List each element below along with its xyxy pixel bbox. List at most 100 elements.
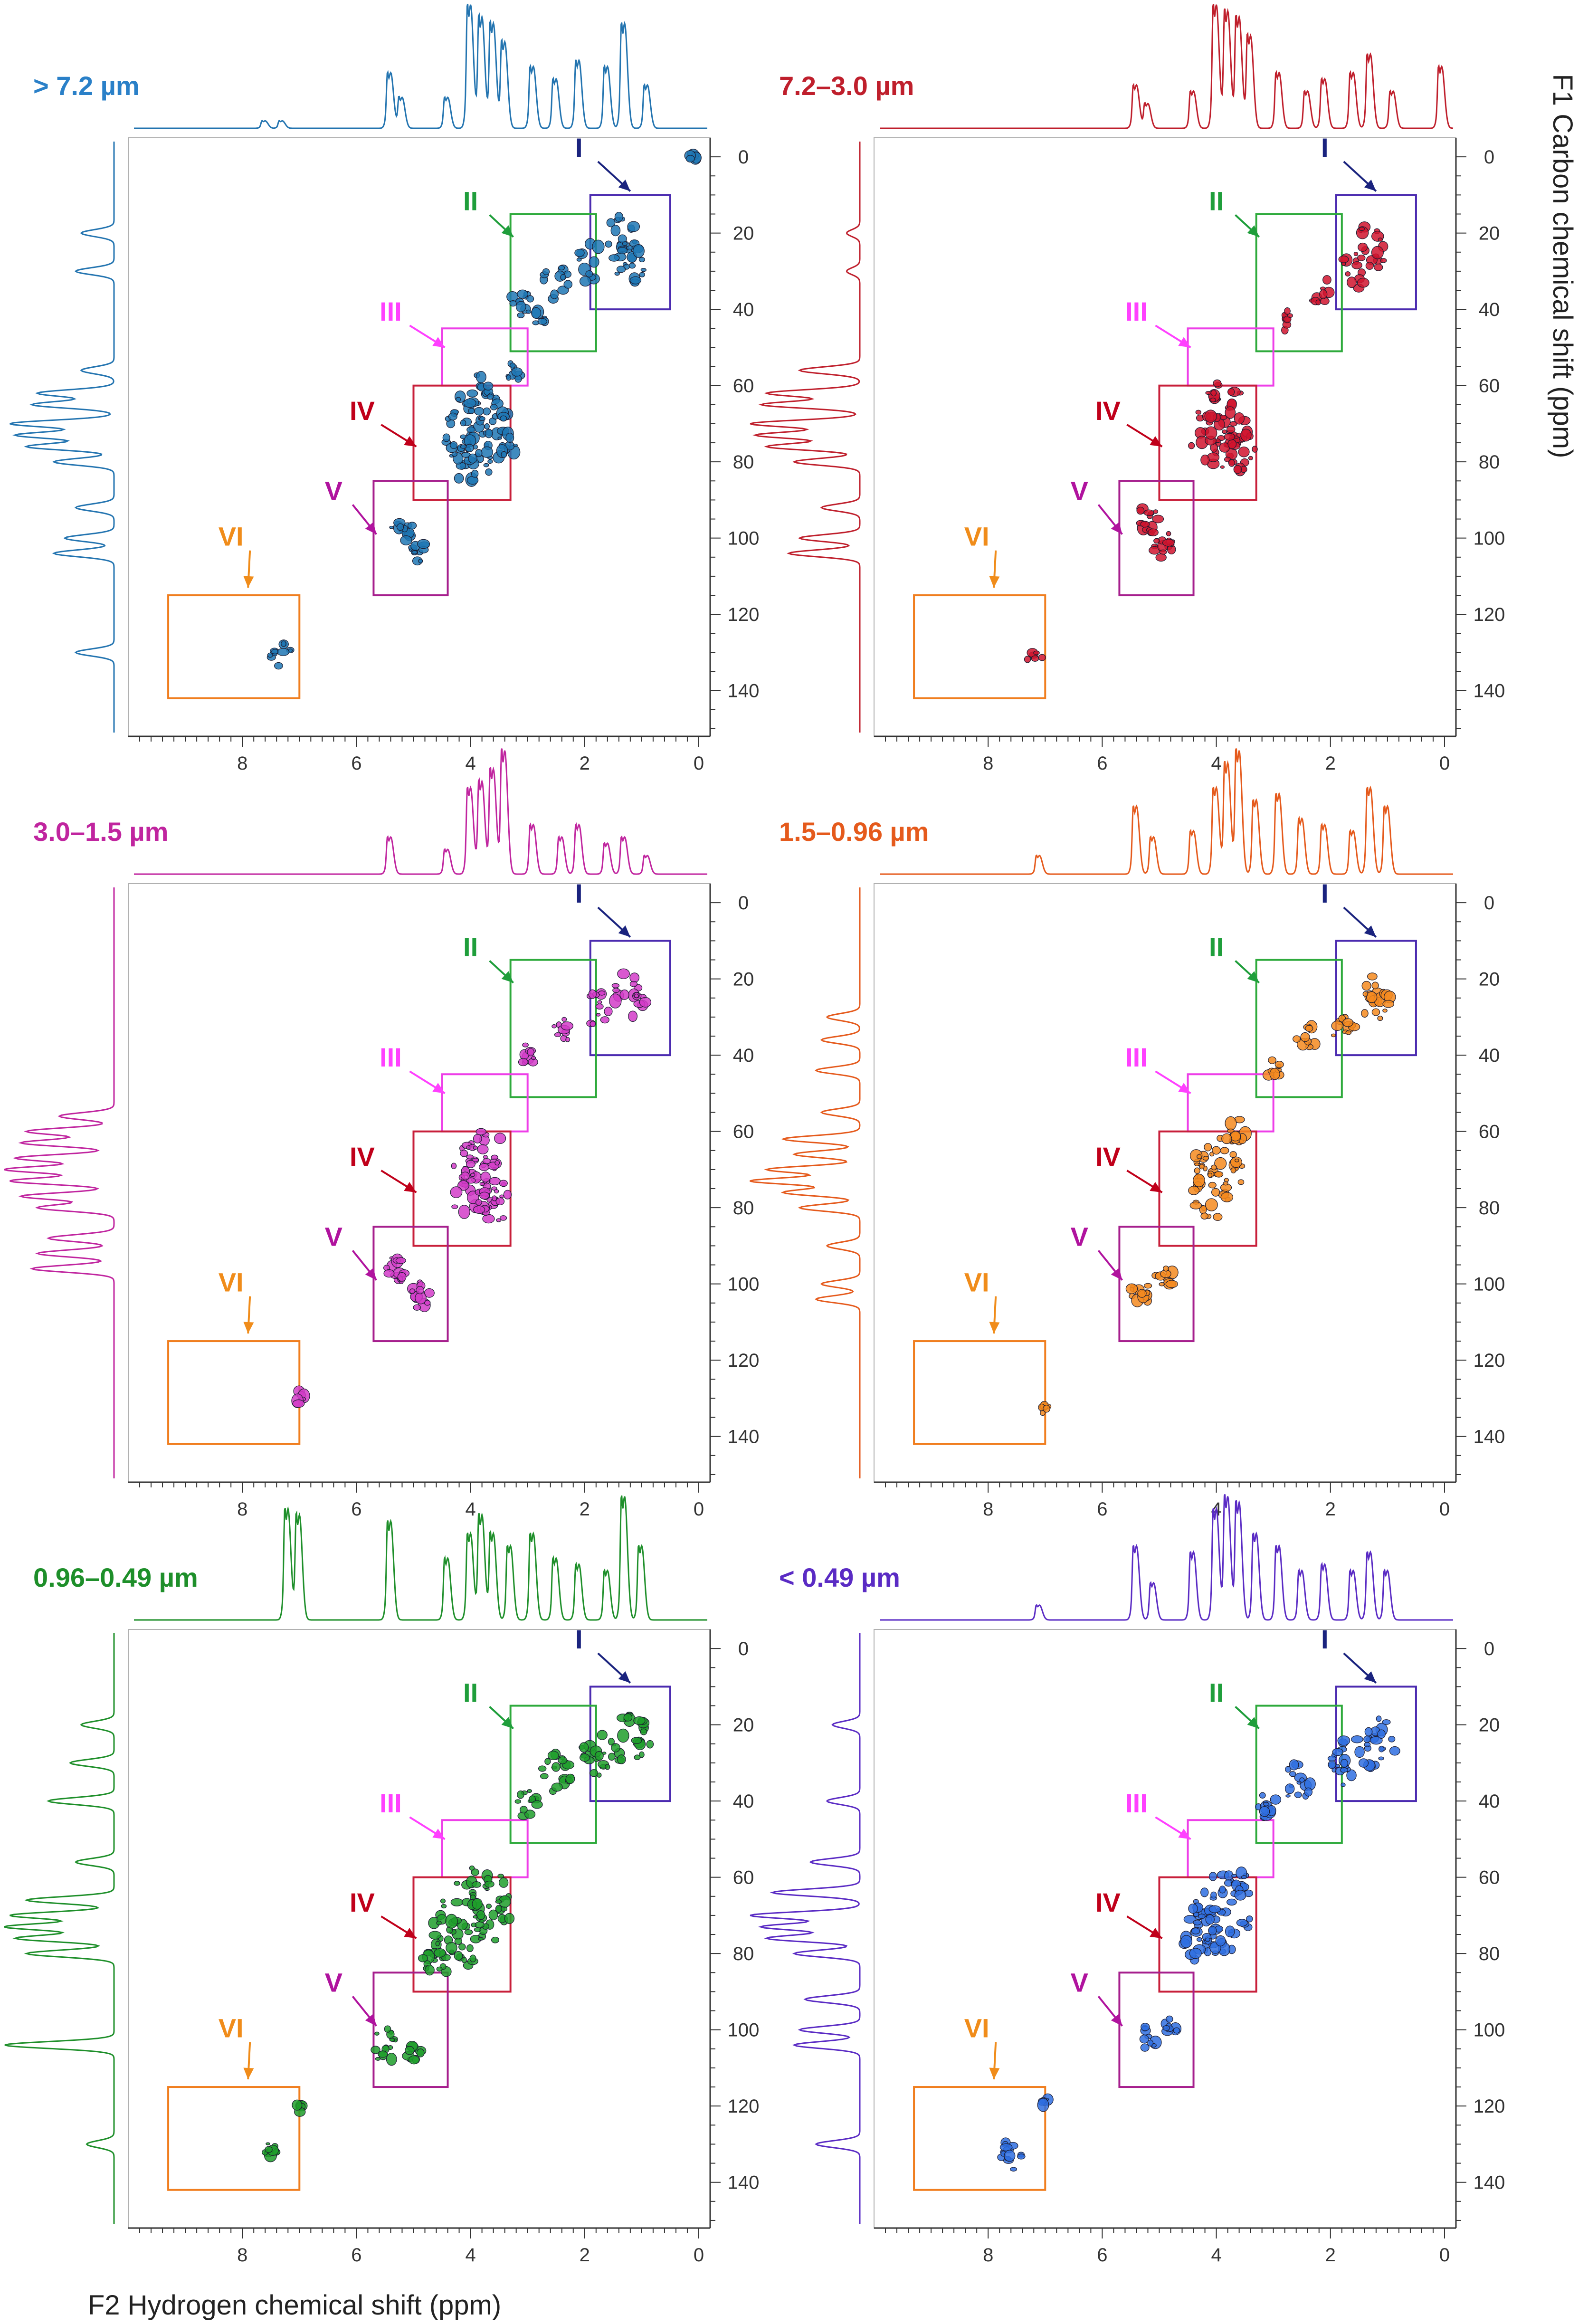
panel-5: 0.96–0.49 µm8 6 4 2 0020406080100120140IIIII… (4, 1495, 759, 2266)
cross-peak (494, 1133, 506, 1144)
cross-peak (1163, 1266, 1169, 1272)
region-label-III: III (380, 1042, 402, 1072)
cross-peak (1152, 514, 1164, 524)
x-tick-label: 8 (237, 1499, 247, 1520)
y-tick-label: 60 (1479, 376, 1500, 397)
cross-peak (1341, 1782, 1346, 1787)
cross-peak (626, 245, 634, 251)
cross-peak (1153, 538, 1160, 544)
y-tick-label: 60 (1479, 1867, 1500, 1888)
panel-title: 0.96–0.49 µm (33, 1562, 198, 1592)
cross-peak (640, 267, 647, 272)
cross-peak (633, 244, 645, 258)
cross-peak (281, 640, 286, 647)
cross-peak (1357, 277, 1369, 288)
cross-peak (442, 433, 450, 442)
cross-peak (495, 1197, 505, 1205)
region-label-VI: VI (219, 2013, 244, 2043)
y-tick-label: 140 (728, 2172, 760, 2193)
region-arrowhead-VI (989, 576, 1000, 588)
cross-peak (1248, 456, 1254, 460)
cross-peak (1377, 1015, 1383, 1021)
cross-peak (1228, 459, 1235, 467)
plot-frame (874, 883, 1456, 1483)
region-label-II: II (463, 186, 478, 216)
cross-peak (544, 1758, 551, 1765)
cross-peak (1143, 1283, 1152, 1289)
region-arrowhead-II (501, 1717, 513, 1729)
cross-peak (1140, 2043, 1150, 2052)
cross-peak (617, 247, 628, 254)
cross-peak (646, 1740, 654, 1749)
cross-peak (517, 1790, 524, 1799)
region-arrowhead-I (1364, 925, 1376, 937)
cross-peak (495, 1899, 502, 1904)
region-label-II: II (1209, 186, 1224, 216)
cross-peak (1193, 1173, 1205, 1187)
cross-peak (631, 1737, 642, 1744)
cross-peak (531, 1800, 543, 1809)
cross-peak (558, 1756, 568, 1764)
y-tick-label: 40 (1479, 1045, 1500, 1066)
cross-peak (1233, 465, 1242, 474)
cross-peak (1289, 1759, 1299, 1771)
cross-peak (471, 469, 479, 478)
cross-peak (517, 289, 528, 299)
cross-peak (1031, 655, 1039, 662)
y-tick-label: 20 (733, 1715, 754, 1736)
h-projection-spectrum (880, 3, 1454, 129)
cross-peak (1373, 263, 1383, 271)
cross-peak (1327, 1755, 1336, 1762)
region-box-VI (167, 2086, 301, 2191)
cross-peak (397, 1272, 407, 1282)
region-box-I (1335, 940, 1417, 1057)
y-tick-label: 140 (1474, 2172, 1505, 2193)
cross-peak (590, 1020, 596, 1027)
cross-peak (1315, 299, 1321, 305)
cross-peak (479, 416, 485, 421)
cross-peak (1270, 1794, 1282, 1805)
cross-peak (499, 1194, 504, 1198)
cross-peak (469, 1954, 476, 1962)
cross-peak (588, 989, 597, 999)
region-label-IV: IV (1095, 1142, 1121, 1172)
cross-peak (1191, 1927, 1200, 1934)
x-tick-label: 4 (1211, 753, 1221, 774)
cross-peak (292, 1399, 305, 1408)
cross-peak (491, 1154, 498, 1160)
cross-peak (471, 1868, 479, 1876)
cross-peak (497, 1874, 504, 1879)
y-tick-label: 140 (728, 681, 760, 702)
cross-peak (416, 2048, 425, 2057)
cross-peak (531, 1056, 536, 1060)
cross-peak (408, 2055, 420, 2065)
cross-peak (1227, 1898, 1237, 1906)
cross-peak (1342, 1018, 1353, 1027)
y-tick-label: 0 (738, 1638, 749, 1659)
cross-peak (1252, 446, 1258, 453)
region-arrowhead-V (365, 2014, 377, 2026)
region-label-I: I (575, 133, 583, 162)
cross-peak (413, 1304, 421, 1311)
cross-peak (1210, 390, 1217, 397)
cross-peak (383, 1269, 395, 1278)
panel-2: 7.2–3.0 µm8 6 4 2 0020406080100120140IIIIIII… (750, 3, 1505, 774)
cross-peak (1376, 1715, 1382, 1722)
cross-peak (614, 271, 620, 276)
cross-peak (389, 2038, 395, 2042)
cross-peak (565, 1037, 570, 1042)
h-projection-spectrum (134, 1495, 707, 1621)
panel-6: < 0.49 µm8 6 4 2 0020406080100120140IIIIIIIV… (750, 1494, 1505, 2266)
cross-peak (509, 300, 517, 307)
cross-peak (1208, 1905, 1221, 1913)
cross-peak (473, 1145, 478, 1150)
region-arrowhead-I (618, 180, 630, 191)
cross-peak (1188, 1186, 1200, 1195)
y-tick-label: 40 (733, 1791, 754, 1812)
cross-peak (498, 1877, 509, 1888)
cross-peak (1304, 1787, 1313, 1797)
cross-peak (1155, 553, 1167, 562)
cross-peak (396, 523, 404, 531)
cross-peak (1166, 2015, 1173, 2023)
cross-peak (1208, 1872, 1217, 1881)
